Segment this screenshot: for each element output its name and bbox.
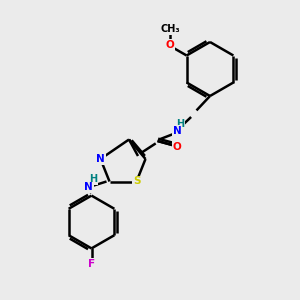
Text: N: N bbox=[84, 182, 93, 193]
Text: N: N bbox=[96, 154, 105, 164]
Text: N: N bbox=[172, 125, 182, 136]
Text: H: H bbox=[89, 174, 97, 184]
Text: O: O bbox=[166, 40, 175, 50]
Text: O: O bbox=[172, 142, 182, 152]
Text: H: H bbox=[176, 119, 185, 129]
Text: F: F bbox=[88, 259, 95, 269]
Text: S: S bbox=[133, 176, 140, 187]
Text: CH₃: CH₃ bbox=[160, 24, 180, 34]
